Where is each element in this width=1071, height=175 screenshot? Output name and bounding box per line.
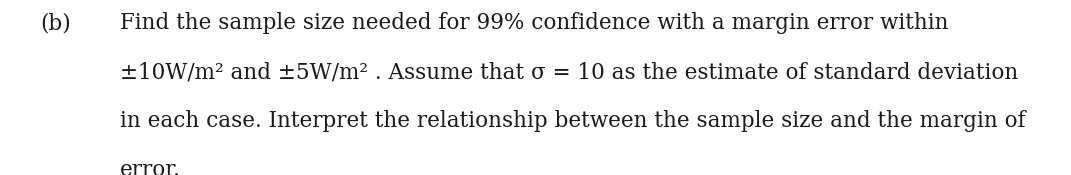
Text: error.: error. (120, 159, 181, 175)
Text: in each case. Interpret the relationship between the sample size and the margin : in each case. Interpret the relationship… (120, 110, 1026, 132)
Text: Find the sample size needed for 99% confidence with a margin error within: Find the sample size needed for 99% conf… (120, 12, 949, 34)
Text: ±10W/m² and ±5W/m² . Assume that σ = 10 as the estimate of standard deviation: ±10W/m² and ±5W/m² . Assume that σ = 10 … (120, 61, 1019, 83)
Text: (b): (b) (41, 12, 72, 34)
